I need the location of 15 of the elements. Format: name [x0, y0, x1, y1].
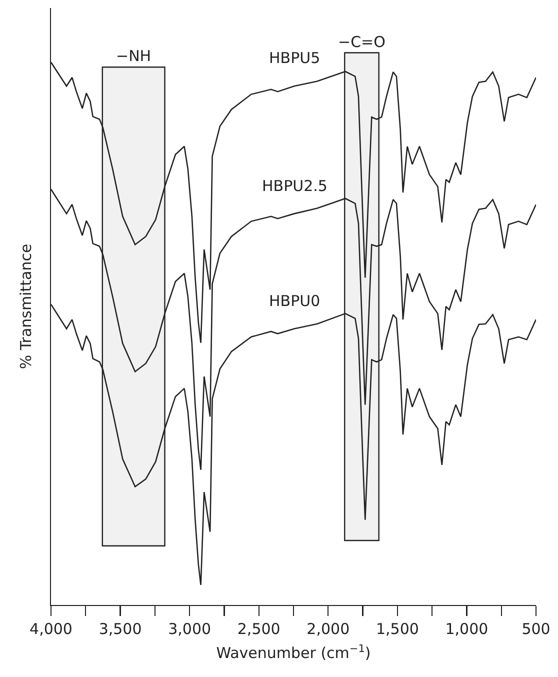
x-tick-label: 1,500 [376, 620, 419, 638]
x-tick-label: 3,500 [98, 620, 142, 638]
band-label: −NH [116, 47, 152, 65]
band-label: −C=O [338, 33, 386, 51]
x-tick-label: 500 [522, 620, 550, 638]
x-tick-label: 4,000 [30, 620, 72, 638]
series-label: HBPU5 [269, 49, 320, 67]
x-axis-title: Wavenumber (cm$^{−1}$) [216, 642, 371, 662]
series-label: HBPU0 [269, 292, 320, 310]
x-tick-label: 2,000 [306, 620, 350, 638]
x-tick-label: 3,000 [168, 620, 212, 638]
x-tick-label: 2,500 [237, 620, 280, 638]
x-tick-label: 1,000 [445, 620, 488, 638]
series-label: HBPU2.5 [262, 177, 328, 195]
y-axis-title: % Transmittance [17, 244, 36, 370]
